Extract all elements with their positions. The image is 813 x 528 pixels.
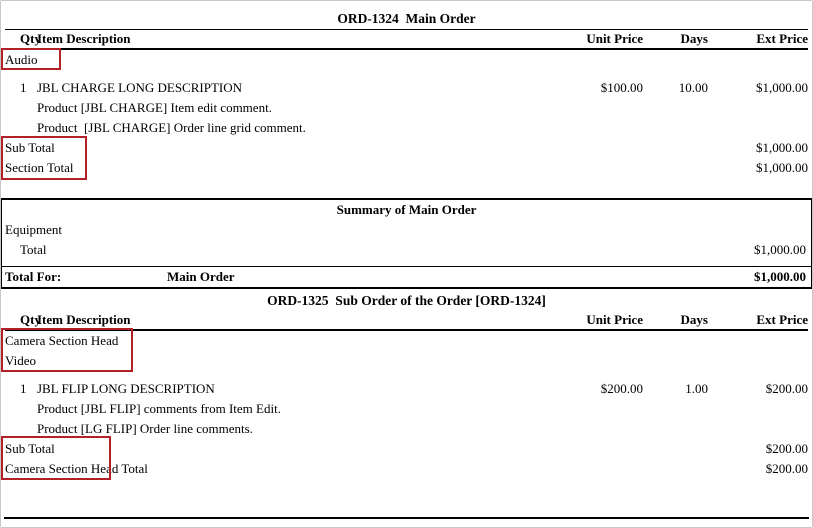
subtotal-value: $1,000.00: [756, 140, 808, 155]
section-label: Audio: [5, 52, 38, 67]
subtotal-row: Sub Total $1,000.00: [5, 138, 808, 158]
summary-block: Summary of Main Order Equipment Total $1…: [1, 198, 812, 289]
section-total-value: $200.00: [765, 461, 808, 476]
order-line-item: 1 JBL CHARGE LONG DESCRIPTION $100.00 10…: [5, 78, 808, 98]
item-comment: Product [JBL FLIP] comments from Item Ed…: [37, 401, 281, 416]
section-total-row: Camera Section Head Total $200.00: [5, 459, 808, 479]
column-header-unit-price: Unit Price: [586, 31, 643, 46]
summary-title: Summary of Main Order: [336, 202, 477, 217]
item-comment: Product [JBL CHARGE] Order line grid com…: [37, 120, 306, 135]
order-title: ORD-1324 Main Order: [337, 11, 476, 26]
column-header-ext-price: Ext Price: [756, 31, 808, 46]
item-comment-row: Product [JBL CHARGE] Item edit comment.: [5, 98, 808, 118]
summary-total-label: Total: [20, 242, 47, 257]
column-header-ext-price: Ext Price: [756, 312, 808, 327]
summary-total-value: $1,000.00: [754, 242, 806, 257]
item-comment: Product [JBL CHARGE] Item edit comment.: [37, 100, 272, 115]
section-label: Video: [5, 353, 36, 368]
order-section-sub: ORD-1325 Sub Order of the Order [ORD-132…: [1, 291, 812, 479]
item-qty: 1: [20, 381, 27, 396]
item-description: JBL FLIP LONG DESCRIPTION: [37, 381, 215, 396]
grand-total-order-name: Main Order: [167, 269, 235, 284]
column-header-qty: Qty: [20, 312, 41, 327]
item-comment-row: Product [JBL FLIP] comments from Item Ed…: [5, 399, 808, 419]
order-section-main: ORD-1324 Main Order Qty Item Description…: [1, 9, 812, 178]
subtotal-label: Sub Total: [5, 441, 55, 456]
table-header: Qty Item Description Unit Price Days Ext…: [5, 29, 808, 50]
section-label: Camera Section Head: [5, 333, 119, 348]
item-ext-price: $1,000.00: [756, 80, 808, 95]
item-ext-price: $200.00: [765, 381, 808, 396]
column-header-description: Item Description: [37, 312, 131, 327]
table-header: Qty Item Description Unit Price Days Ext…: [5, 311, 808, 331]
section-total-label: Camera Section Head Total: [5, 461, 148, 476]
report-end-rule: [4, 517, 809, 519]
column-header-days: Days: [680, 31, 708, 46]
grand-total-value: $1,000.00: [754, 269, 806, 284]
column-header-description: Item Description: [37, 31, 131, 46]
column-header-qty: Qty: [20, 31, 41, 46]
column-header-unit-price: Unit Price: [586, 312, 643, 327]
item-days: 10.00: [678, 80, 708, 95]
item-qty: 1: [20, 80, 27, 95]
item-days: 1.00: [685, 381, 708, 396]
summary-total-row: Total $1,000.00: [2, 240, 811, 260]
grand-total-label: Total For:: [5, 269, 62, 284]
column-header-days: Days: [680, 312, 708, 327]
section-total-value: $1,000.00: [756, 160, 808, 175]
subtotal-label: Sub Total: [5, 140, 55, 155]
item-comment-row: Product [JBL CHARGE] Order line grid com…: [5, 118, 808, 138]
order-line-item: 1 JBL FLIP LONG DESCRIPTION $200.00 1.00…: [5, 379, 808, 399]
subtotal-row: Sub Total $200.00: [5, 439, 808, 459]
item-unit-price: $100.00: [600, 80, 643, 95]
order-title: ORD-1325 Sub Order of the Order [ORD-132…: [267, 293, 546, 308]
item-comment-row: Product [LG FLIP] Order line comments.: [5, 419, 808, 439]
item-unit-price: $200.00: [600, 381, 643, 396]
section-total-row: Section Total $1,000.00: [5, 158, 808, 178]
section-total-label: Section Total: [5, 160, 74, 175]
grand-total-row: Total For: Main Order $1,000.00: [2, 266, 811, 289]
subtotal-value: $200.00: [765, 441, 808, 456]
item-comment: Product [LG FLIP] Order line comments.: [37, 421, 253, 436]
item-description: JBL CHARGE LONG DESCRIPTION: [37, 80, 242, 95]
summary-group-label: Equipment: [5, 222, 63, 237]
